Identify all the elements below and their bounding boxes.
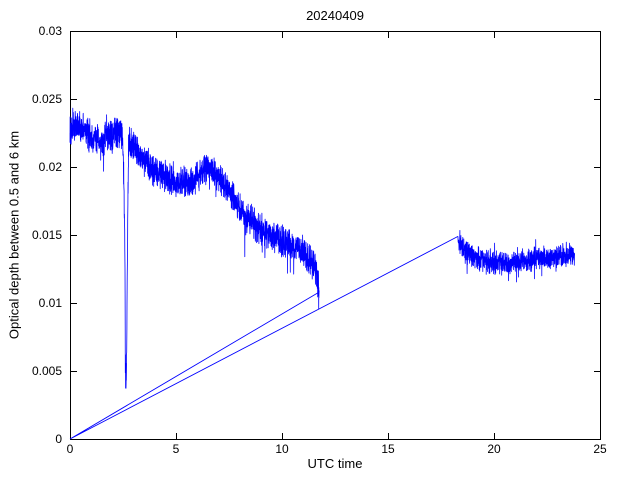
y-tick-label: 0.005 [31,364,62,378]
y-tick-label: 0 [55,432,62,446]
x-tick-label: 0 [66,442,74,456]
y-tick-label: 0.02 [38,160,62,174]
optical-depth-evening-segment-line [457,229,575,283]
chart-title: 20240409 [306,8,364,23]
x-tick-label: 10 [275,442,289,456]
y-tick-label: 0.025 [31,92,62,106]
y-tick-label: 0.015 [31,228,62,242]
x-tick-label: 15 [381,442,395,456]
x-tick-label: 25 [593,442,607,456]
optical-depth-morning-segment-line [69,107,320,389]
x-tick-label: 20 [487,442,501,456]
x-axis-label: UTC time [307,456,363,471]
y-tick-label: 0.03 [38,24,62,38]
y-tick-label: 0.01 [38,296,62,310]
x-tick-label: 5 [172,442,180,456]
connector-line [69,236,459,440]
axes-box [70,31,601,440]
